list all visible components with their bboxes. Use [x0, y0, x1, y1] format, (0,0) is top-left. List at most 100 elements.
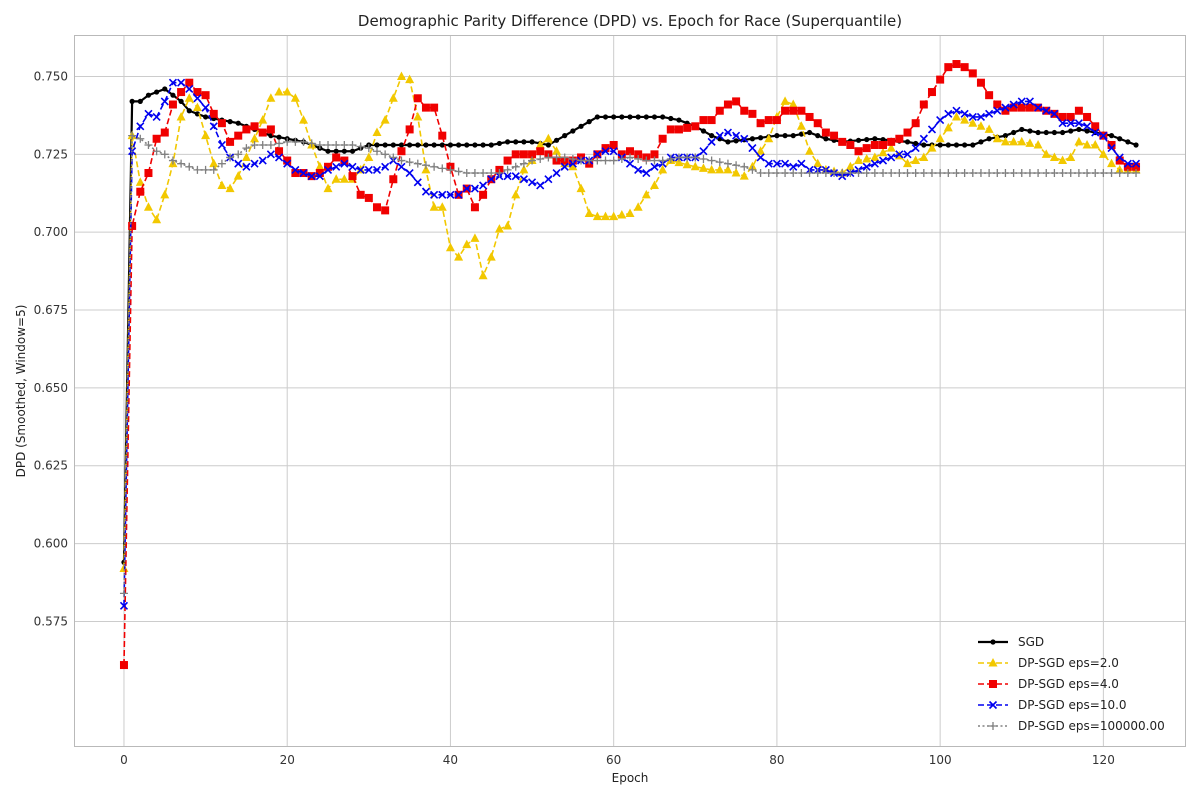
data-point [521, 139, 527, 145]
legend-item: DP-SGD eps=100000.00 [978, 719, 1165, 733]
data-point [725, 139, 731, 145]
data-point [462, 239, 472, 249]
y-tick-label: 0.600 [34, 537, 68, 551]
data-point [617, 150, 626, 159]
data-point [962, 142, 968, 148]
data-point [513, 139, 519, 145]
data-point [177, 78, 186, 87]
data-point [864, 136, 870, 143]
data-point [364, 165, 373, 174]
data-point [1123, 162, 1132, 171]
data-point [503, 165, 512, 174]
data-point [209, 122, 218, 131]
data-point [340, 140, 349, 149]
data-point [381, 150, 390, 159]
data-point [756, 146, 766, 155]
data-point [854, 155, 864, 165]
data-point [356, 142, 365, 151]
data-point [960, 115, 970, 124]
data-point [511, 162, 520, 171]
data-point [519, 164, 529, 174]
data-point [649, 180, 659, 189]
data-point [756, 153, 765, 162]
data-point [331, 174, 341, 183]
data-point [968, 169, 977, 178]
data-point [275, 139, 284, 148]
x-tick-label: 120 [1092, 753, 1115, 767]
data-point [168, 78, 178, 87]
data-point [430, 190, 439, 199]
legend-marker [989, 722, 997, 730]
data-point [193, 94, 202, 103]
data-point [1001, 103, 1010, 112]
data-point [805, 112, 814, 121]
data-point [454, 167, 463, 176]
data-point [374, 142, 380, 148]
data-point [388, 93, 398, 102]
data-point [1041, 149, 1051, 158]
data-point [815, 133, 821, 139]
data-point [380, 115, 390, 124]
data-point [536, 181, 545, 190]
data-point [250, 159, 259, 168]
data-point [1091, 122, 1100, 131]
data-point [626, 147, 634, 156]
data-point [266, 125, 275, 134]
data-point [627, 114, 633, 120]
data-point [748, 165, 757, 174]
data-point [1025, 97, 1034, 106]
data-point [968, 112, 977, 122]
data-point [944, 63, 953, 72]
data-point [830, 131, 839, 140]
legend-item: DP-SGD eps=10.0 [978, 698, 1127, 712]
data-point [193, 88, 202, 97]
data-point [1074, 169, 1083, 178]
legend-marker [989, 680, 997, 688]
data-point [1133, 142, 1139, 148]
data-point [960, 109, 969, 118]
data-point [194, 111, 201, 117]
data-point [413, 159, 422, 168]
x-tick-label: 0 [120, 753, 128, 767]
data-point [1009, 100, 1018, 109]
data-point [886, 143, 896, 152]
data-point [1123, 159, 1132, 168]
data-point [838, 137, 847, 146]
data-point [201, 165, 210, 174]
data-point [634, 150, 643, 159]
data-point [397, 147, 406, 156]
data-point [332, 140, 341, 149]
data-point [978, 139, 984, 145]
data-point [250, 133, 260, 143]
data-point [911, 119, 920, 128]
data-point [381, 162, 390, 171]
data-point [984, 124, 994, 133]
data-point [666, 125, 675, 134]
data-point [544, 175, 553, 184]
data-point [519, 150, 528, 159]
data-point [903, 150, 912, 159]
data-point [594, 114, 600, 120]
data-point [152, 147, 161, 156]
x-tick-label: 20 [280, 753, 295, 767]
data-point [764, 116, 773, 125]
data-point [895, 169, 904, 178]
data-point [895, 134, 904, 143]
data-point [1068, 128, 1074, 134]
data-point [919, 152, 929, 161]
data-point [177, 88, 186, 97]
legend-marker [990, 639, 996, 645]
series-1 [119, 71, 1141, 572]
data-point [642, 168, 651, 178]
data-point [715, 164, 725, 174]
data-point [415, 142, 421, 148]
data-point [1076, 126, 1082, 133]
data-point [764, 159, 773, 168]
data-point [372, 127, 382, 137]
legend-marker [988, 700, 998, 710]
data-point [325, 148, 331, 154]
data-point [430, 103, 439, 112]
data-point [699, 116, 708, 125]
data-point [560, 153, 569, 162]
legend-label: DP-SGD eps=10.0 [1018, 698, 1127, 712]
